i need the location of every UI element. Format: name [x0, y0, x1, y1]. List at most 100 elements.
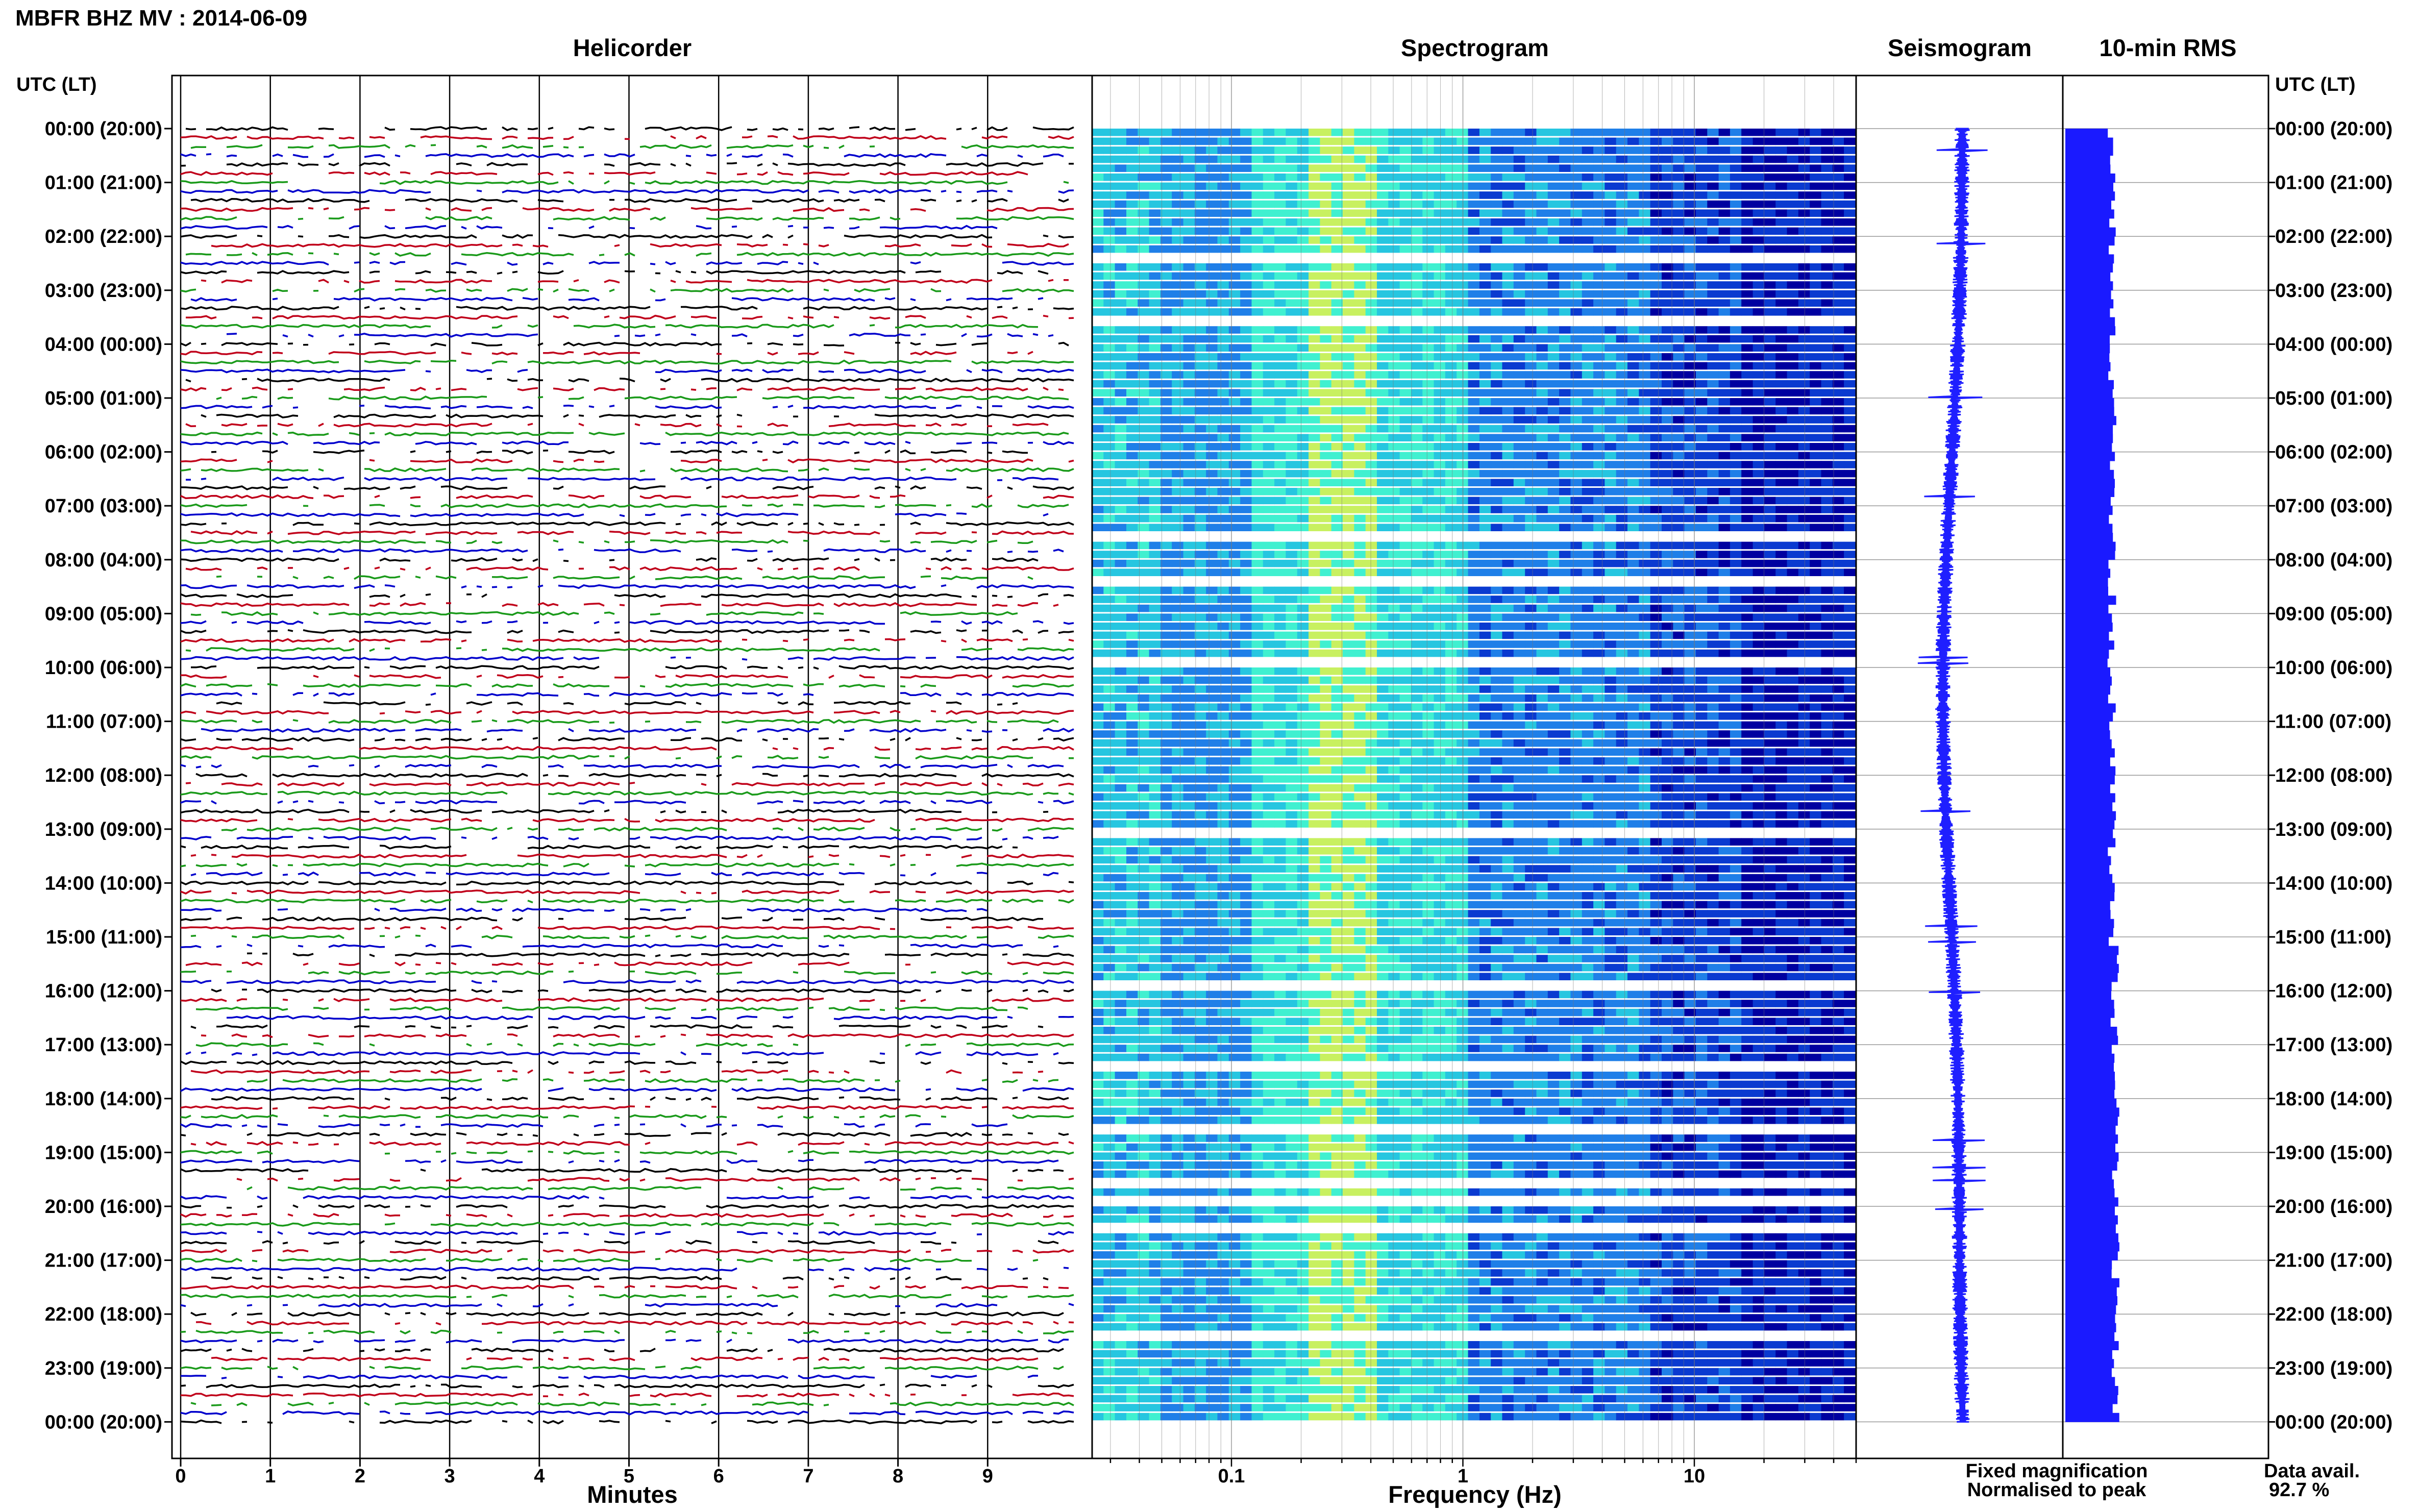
spectrogram-cell	[1092, 398, 1104, 406]
spectrogram-cell	[1673, 775, 1685, 783]
spectrogram-cell	[1844, 685, 1856, 693]
spectrogram-cell	[1650, 164, 1662, 172]
spectrogram-cell	[1662, 236, 1673, 244]
spectrogram-cell	[1149, 757, 1161, 765]
spectrogram-cell	[1206, 802, 1218, 810]
spectrogram-cell	[1434, 775, 1446, 783]
spectrogram-cell	[1365, 227, 1377, 235]
spectrogram-cell	[1263, 353, 1275, 361]
spectrogram-cell	[1149, 137, 1161, 145]
spectrogram-cell	[1468, 703, 1480, 711]
spectrogram-cell	[1730, 551, 1742, 558]
spectrogram-cell	[1320, 461, 1332, 468]
spectrogram-cell	[1491, 524, 1503, 531]
spectrogram-cell	[1502, 694, 1514, 702]
spectrogram-cell	[1673, 191, 1685, 199]
spectrogram-cell	[1115, 155, 1127, 163]
spectrogram-cell	[1217, 362, 1229, 370]
spectrogram-cell	[1684, 425, 1696, 433]
spectrogram-cell	[1126, 245, 1138, 253]
spectrogram-cell	[1194, 129, 1206, 136]
spectrogram-cell	[1832, 200, 1844, 208]
spectrogram-cell	[1707, 290, 1719, 298]
spectrogram-cell	[1103, 137, 1116, 145]
spectrogram-cell	[1115, 469, 1127, 478]
spectrogram-cell	[1138, 623, 1150, 630]
spectrogram-cell	[1559, 488, 1571, 495]
spectrogram-cell	[1752, 353, 1765, 361]
spectrogram-cell	[1217, 739, 1229, 747]
spectrogram-cell	[1718, 200, 1731, 208]
spectrogram-cell	[1343, 766, 1354, 774]
spectrogram-cell	[1844, 299, 1856, 307]
spectrogram-cell	[1730, 137, 1742, 145]
x-tick-label: 6	[713, 1466, 724, 1487]
spectrogram-cell	[1547, 730, 1560, 738]
spectrogram-cell	[1570, 613, 1583, 621]
spectrogram-cell	[1217, 299, 1229, 307]
spectrogram-cell	[1377, 218, 1389, 226]
spectrogram-cell	[1240, 173, 1252, 181]
spectrogram-cell	[1149, 245, 1161, 253]
spectrogram-cell	[1764, 793, 1776, 801]
spectrogram-cell	[1536, 640, 1548, 648]
spectrogram-cell	[1172, 541, 1184, 550]
spectrogram-cell	[1115, 461, 1127, 468]
spectrogram-cell	[1821, 299, 1833, 307]
spectrogram-cell	[1445, 335, 1457, 343]
spectrogram-cell	[1320, 452, 1332, 460]
spectrogram-cell	[1502, 524, 1514, 531]
helicorder-trace	[180, 440, 1074, 445]
spectrogram-cell	[1217, 245, 1229, 253]
spectrogram-cell	[1536, 631, 1548, 639]
spectrogram-cell	[1286, 802, 1298, 810]
spectrogram-cell	[1331, 407, 1343, 415]
spectrogram-cell	[1411, 398, 1423, 406]
spectrogram-cell	[1160, 541, 1172, 550]
spectrogram-cell	[1662, 371, 1673, 379]
spectrogram-cell	[1149, 164, 1161, 172]
spectrogram-cell	[1821, 479, 1833, 486]
spectrogram-cell	[1662, 506, 1673, 513]
spectrogram-cell	[1775, 371, 1788, 379]
spectrogram-cell	[1217, 604, 1229, 612]
spectrogram-cell	[1673, 479, 1685, 486]
spectrogram-cell	[1650, 389, 1662, 396]
spectrogram-cell	[1103, 541, 1116, 550]
spectrogram-cell	[1411, 371, 1423, 379]
spectrogram-cell	[1570, 649, 1583, 657]
spectrogram-cell	[1479, 497, 1491, 505]
spectrogram-cell	[1684, 559, 1696, 567]
spectrogram-cell	[1491, 200, 1503, 208]
spectrogram-cell	[1662, 524, 1673, 531]
spectrogram-cell	[1172, 308, 1184, 316]
helicorder-trace	[180, 880, 1074, 886]
spectrogram-cell	[1240, 461, 1252, 468]
spectrogram-cell	[1434, 604, 1446, 612]
spectrogram-cell	[1434, 748, 1446, 756]
spectrogram-cell	[1263, 623, 1275, 630]
spectrogram-cell	[1525, 443, 1537, 451]
spectrogram-cell	[1126, 209, 1138, 217]
spectrogram-cell	[1468, 353, 1480, 361]
spectrogram-cell	[1741, 281, 1754, 289]
spectrogram-cell	[1251, 371, 1264, 379]
spectrogram-cell	[1525, 694, 1537, 702]
spectrogram-cell	[1115, 604, 1127, 612]
spectrogram-cell	[1228, 461, 1241, 468]
spectrogram-cell	[1559, 191, 1571, 199]
spectrogram-cell	[1138, 443, 1150, 451]
spectrogram-cell	[1787, 748, 1799, 756]
spectrogram-cell	[1331, 712, 1343, 720]
spectrogram-cell	[1730, 227, 1742, 235]
spectrogram-cell	[1399, 245, 1412, 253]
spectrogram-cell	[1662, 802, 1673, 810]
spectrogram-cell	[1821, 488, 1833, 495]
spectrogram-cell	[1388, 703, 1400, 711]
spectrogram-cell	[1468, 389, 1480, 396]
spectrogram-cell	[1411, 137, 1423, 145]
spectrogram-cell	[1673, 353, 1685, 361]
spectrogram-cell	[1194, 290, 1206, 298]
spectrogram-cell	[1354, 272, 1366, 280]
spectrogram-cell	[1582, 497, 1594, 505]
